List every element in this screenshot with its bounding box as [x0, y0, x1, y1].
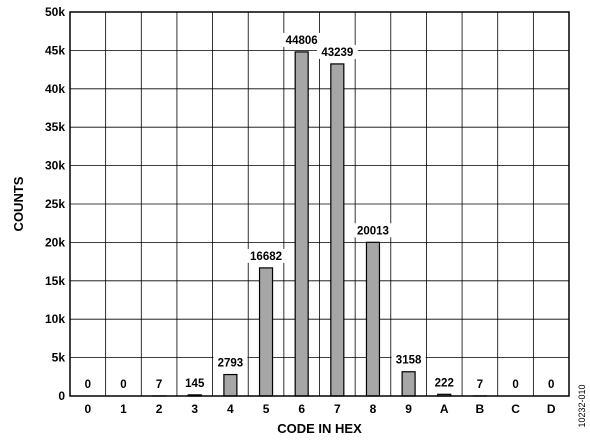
figure-id: 10232-010 — [577, 384, 587, 427]
x-tick-label: C — [511, 402, 520, 416]
data-label: 0 — [85, 379, 91, 391]
grid-lines — [70, 11, 569, 397]
data-label: 0 — [120, 379, 126, 391]
y-tick-label: 20k — [45, 235, 65, 249]
data-label: 0 — [548, 379, 554, 391]
data-label-bg — [430, 375, 458, 390]
data-label-bg — [81, 377, 95, 391]
data-label-bg — [245, 248, 287, 263]
x-tick-label: 7 — [334, 402, 341, 416]
data-label-bg — [181, 375, 209, 390]
data-label: 145 — [185, 378, 205, 390]
y-tick-label: 0 — [58, 389, 65, 403]
data-label-bg — [473, 376, 487, 391]
x-tick-label: 3 — [191, 402, 198, 416]
x-tick-label: A — [440, 402, 449, 416]
data-label: 20013 — [357, 225, 389, 237]
x-tick-label: 2 — [156, 402, 163, 416]
x-tick-label: D — [547, 402, 556, 416]
data-label-bg — [544, 377, 558, 391]
data-label: 7 — [477, 379, 483, 391]
data-label-bg — [281, 32, 323, 47]
y-tick-label: 35k — [45, 120, 65, 134]
data-label: 44806 — [286, 35, 318, 47]
y-tick-label: 45k — [45, 43, 65, 57]
data-label-bg — [116, 377, 130, 391]
x-tick-label: 0 — [84, 402, 91, 416]
bar — [365, 241, 381, 397]
bar — [401, 371, 416, 397]
bar — [294, 51, 309, 397]
data-label-bg — [509, 377, 523, 391]
data-label: 43239 — [321, 47, 353, 59]
y-tick-label: 40k — [45, 82, 65, 96]
y-tick-labels: 0 5k 10k 15k 20k 25k 30k 35k 40k 45k 50k — [45, 5, 65, 403]
x-tick-label: 1 — [120, 402, 127, 416]
data-label-bg — [213, 355, 248, 370]
x-tick-label: 5 — [263, 402, 270, 416]
bar — [223, 373, 238, 397]
y-axis-label: COUNTS — [11, 176, 26, 231]
data-label: 7 — [156, 379, 162, 391]
plot-frame — [69, 11, 570, 397]
x-tick-label: 9 — [405, 402, 412, 416]
data-label-bg — [352, 223, 394, 238]
y-tick-label: 5k — [52, 351, 66, 365]
bars — [152, 51, 487, 397]
data-label: 3158 — [396, 355, 422, 367]
data-label: 222 — [435, 377, 454, 389]
y-tick-label: 30k — [45, 159, 65, 173]
bar — [258, 267, 274, 397]
x-tick-label: 8 — [370, 402, 377, 416]
data-label-bg — [152, 376, 166, 391]
y-tick-label: 10k — [45, 312, 65, 326]
y-tick-label: 50k — [45, 5, 65, 19]
y-tick-label: 15k — [45, 274, 65, 288]
data-label-bg — [316, 44, 358, 59]
data-label: 16682 — [250, 251, 282, 263]
data-label-bg — [391, 352, 426, 367]
data-label: 0 — [512, 379, 518, 391]
y-tick-label: 25k — [45, 197, 65, 211]
bar — [330, 63, 345, 397]
x-tick-label: 4 — [227, 402, 234, 416]
x-axis-label: CODE IN HEX — [277, 421, 362, 436]
data-label: 2793 — [218, 358, 244, 370]
x-tick-labels: 0 1 2 3 4 5 6 7 8 9 A B C D — [84, 402, 555, 416]
x-tick-label: 6 — [298, 402, 305, 416]
x-tick-label: B — [476, 402, 485, 416]
